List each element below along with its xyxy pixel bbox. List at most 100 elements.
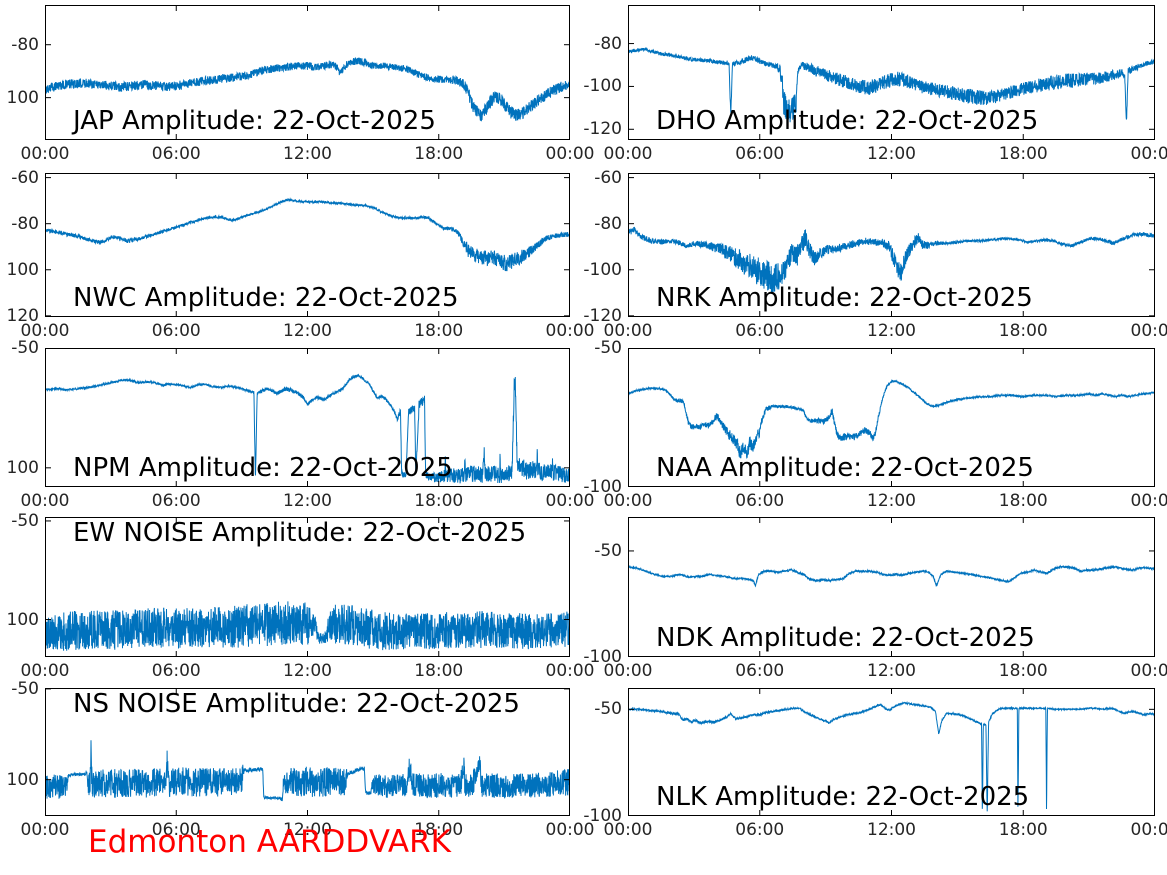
y-tick-label-nrk: -100 [583,259,622,280]
plot-title-npm: NPM Amplitude: 22-Oct-2025 [73,453,453,484]
plot-area-ndk [628,517,1155,657]
x-tick-label-ew-noise: 18:00 [414,661,464,681]
plot-area-ns-noise [45,688,570,816]
plot-area-nlk [628,688,1155,816]
subplot-jap: JAP Amplitude: 22-Oct-2025 [45,5,570,140]
y-tick-label-nwc: 100 [6,259,39,280]
x-tick-label-dho: 06:00 [735,144,785,164]
axes-frame [45,688,570,816]
x-tick-label-jap: 00:00 [20,144,70,164]
x-tick-label-dho: 18:00 [998,144,1048,164]
y-tick-label-nwc: -60 [11,167,39,188]
x-tick-label-nlk: 00:00 [1130,820,1167,840]
plot-area-ew-noise [45,517,570,657]
signal-trace-jap [45,57,570,122]
y-tick-label-ns-noise: 100 [6,769,39,790]
y-tick-label-nrk: -80 [594,213,622,234]
x-tick-label-ew-noise: 06:00 [151,661,201,681]
signal-trace-ndk [628,564,1155,588]
plot-area-dho [628,5,1155,140]
y-tick-label-ew-noise: -50 [11,510,39,531]
subplot-nrk: NRK Amplitude: 22-Oct-2025 [628,173,1155,317]
y-tick-label-dho: -100 [583,76,622,97]
y-tick-label-jap: 100 [6,87,39,108]
signal-trace-nlk [628,700,1155,812]
x-tick-label-jap: 12:00 [283,144,332,164]
y-tick-label-npm: -50 [11,338,39,358]
signal-trace-dho [628,47,1155,123]
x-tick-label-ns-noise: 18:00 [414,820,464,840]
signal-trace-nrk [628,226,1155,293]
x-tick-label-nwc: 12:00 [283,321,332,341]
plot-area-naa [628,348,1155,487]
plot-title-naa: NAA Amplitude: 22-Oct-2025 [656,453,1034,484]
signal-trace-npm [45,373,570,484]
axes-frame [45,173,570,317]
axes-frame [628,517,1155,657]
x-tick-label-nwc: 06:00 [151,321,201,341]
axes-frame [628,5,1155,140]
x-tick-label-jap: 18:00 [414,144,464,164]
x-tick-label-nwc: 00:00 [545,321,595,341]
x-tick-label-naa: 18:00 [998,491,1048,511]
x-tick-label-nrk: 18:00 [998,321,1048,341]
axes-frame [45,5,570,140]
x-tick-label-ndk: 18:00 [998,661,1048,681]
y-tick-label-naa: -100 [583,477,622,497]
x-tick-label-naa: 00:00 [603,491,653,511]
x-tick-label-nlk: 18:00 [998,820,1048,840]
x-tick-label-npm: 12:00 [283,491,332,511]
x-tick-label-dho: 00:00 [603,144,653,164]
x-tick-label-npm: 18:00 [414,491,464,511]
signal-trace-ns-noise [45,740,570,802]
station-footer-label: Edmonton AARDDVARK [88,824,452,860]
plot-area-npm [45,348,570,487]
x-tick-label-npm: 06:00 [151,491,201,511]
plot-title-nrk: NRK Amplitude: 22-Oct-2025 [656,283,1033,314]
x-tick-label-nlk: 12:00 [867,820,916,840]
y-tick-label-nwc: 120 [6,305,39,326]
x-tick-label-nrk: 00:00 [603,321,653,341]
y-tick-label-npm: 100 [6,457,39,478]
x-tick-label-ew-noise: 12:00 [283,661,332,681]
x-tick-label-npm: 00:00 [545,491,595,511]
x-tick-label-nwc: 18:00 [414,321,464,341]
x-tick-label-nrk: 06:00 [735,321,785,341]
x-tick-label-nwc: 00:00 [20,321,70,341]
y-tick-label-naa: -50 [594,338,622,358]
x-tick-label-ew-noise: 00:00 [20,661,70,681]
y-tick-label-ns-noise: -50 [11,678,39,699]
plot-title-ns-noise: NS NOISE Amplitude: 22-Oct-2025 [73,689,520,719]
signal-trace-naa [628,378,1155,459]
x-tick-label-nlk: 00:00 [603,820,653,840]
plot-title-nwc: NWC Amplitude: 22-Oct-2025 [73,283,459,314]
axes-frame [45,348,570,487]
axes-frame [628,688,1155,816]
y-tick-label-nlk: -50 [594,699,622,720]
axes-frame [45,517,570,657]
plot-title-ew-noise: EW NOISE Amplitude: 22-Oct-2025 [73,518,527,548]
x-tick-label-jap: 00:00 [545,144,595,164]
plot-title-nlk: NLK Amplitude: 22-Oct-2025 [656,782,1030,813]
plot-title-jap: JAP Amplitude: 22-Oct-2025 [73,106,436,137]
subplot-ndk: NDK Amplitude: 22-Oct-2025 [628,517,1155,657]
x-tick-label-npm: 00:00 [20,491,70,511]
x-tick-label-ndk: 12:00 [867,661,916,681]
x-tick-label-naa: 00:00 [1130,491,1167,511]
plot-area-jap [45,5,570,140]
x-tick-label-dho: 12:00 [867,144,916,164]
plot-title-ndk: NDK Amplitude: 22-Oct-2025 [656,623,1035,654]
x-tick-label-ndk: 00:00 [1130,661,1167,681]
signal-trace-nwc [45,197,570,272]
plot-title-dho: DHO Amplitude: 22-Oct-2025 [656,106,1039,137]
axes-frame [628,173,1155,317]
y-tick-label-ndk: -50 [594,540,622,561]
subplot-nlk: NLK Amplitude: 22-Oct-2025 [628,688,1155,816]
subplot-dho: DHO Amplitude: 22-Oct-2025 [628,5,1155,140]
subplot-naa: NAA Amplitude: 22-Oct-2025 [628,348,1155,487]
x-tick-label-naa: 06:00 [735,491,785,511]
y-tick-label-dho: -120 [583,119,622,140]
plot-area-nwc [45,173,570,317]
x-tick-label-ns-noise: 00:00 [20,820,70,840]
subplot-nwc: NWC Amplitude: 22-Oct-2025 [45,173,570,317]
